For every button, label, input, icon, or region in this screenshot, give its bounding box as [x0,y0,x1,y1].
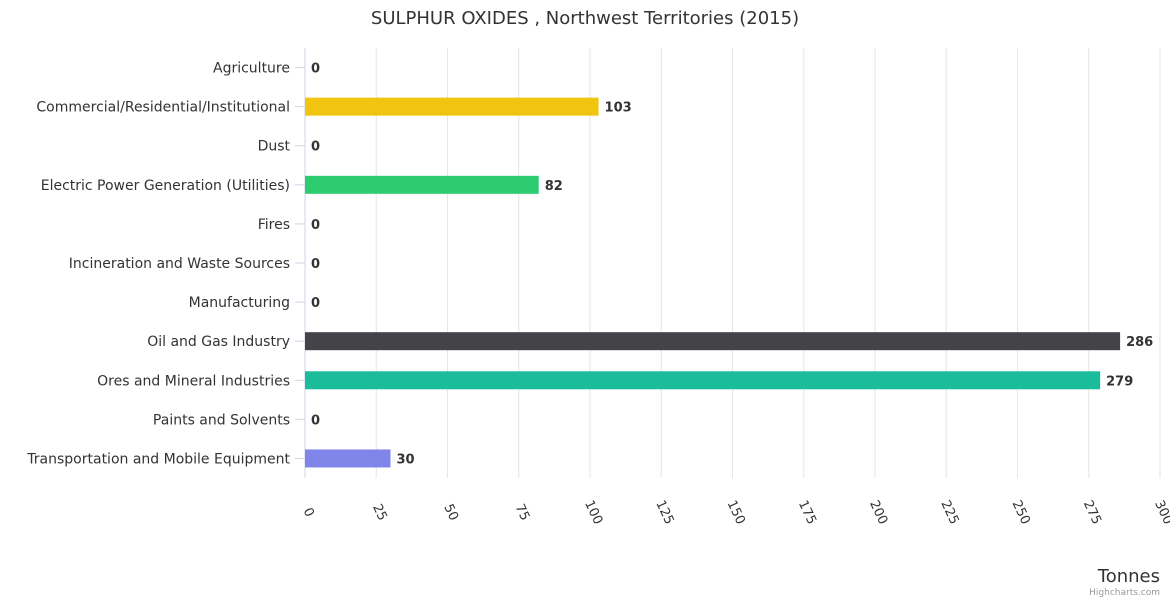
data-label: 0 [311,140,320,155]
x-tick-label: 0 [300,506,317,520]
bar[interactable] [305,332,1121,351]
category-label: Transportation and Mobile Equipment [26,451,290,467]
x-tick-label: 25 [369,502,390,523]
bar[interactable] [305,449,391,468]
x-axis-title: Tonnes [1097,566,1160,587]
category-label: Incineration and Waste Sources [69,256,290,272]
x-tick-label: 275 [1080,498,1104,527]
data-label: 279 [1106,374,1133,389]
bars [305,97,1121,468]
data-label: 0 [311,62,320,77]
x-tick-label: 200 [866,498,890,527]
bar[interactable] [305,371,1101,390]
x-tick-label: 300 [1151,498,1170,527]
data-label: 0 [311,413,320,428]
category-label: Dust [258,139,291,155]
data-label: 286 [1126,335,1153,350]
category-label: Ores and Mineral Industries [97,373,290,389]
data-label: 30 [397,452,415,467]
data-label: 0 [311,218,320,233]
data-labels: 0 103 0 82 0 0 0 286 279 0 30 [311,62,1153,468]
category-label: Agriculture [213,61,290,77]
category-label: Paints and Solvents [153,412,290,428]
x-tick-label: 225 [937,498,961,527]
bar[interactable] [305,175,539,194]
credits-link[interactable]: Highcharts.com [1089,588,1160,598]
data-label: 0 [311,296,320,311]
x-tick-label: 100 [581,498,605,527]
x-axis-ticks: 0 25 50 75 100 125 150 175 200 225 250 275 300 [300,498,1170,527]
chart-title: SULPHUR OXIDES , Northwest Territories (… [371,8,799,29]
category-label: Manufacturing [189,295,290,311]
x-tick-label: 150 [724,498,748,527]
x-tick-label: 250 [1009,498,1033,527]
bar[interactable] [305,97,599,116]
x-tick-label: 75 [512,502,533,523]
category-label: Commercial/Residential/Institutional [36,100,290,116]
data-label: 0 [311,257,320,272]
x-tick-label: 50 [440,502,461,523]
data-label: 82 [545,179,563,194]
category-label: Fires [258,217,290,233]
category-labels: Agriculture Commercial/Residential/Instit… [26,61,305,467]
x-tick-label: 125 [652,498,676,527]
category-label: Electric Power Generation (Utilities) [41,178,290,194]
x-tick-label: 175 [795,498,819,527]
category-label: Oil and Gas Industry [147,334,290,350]
data-label: 103 [605,101,632,116]
